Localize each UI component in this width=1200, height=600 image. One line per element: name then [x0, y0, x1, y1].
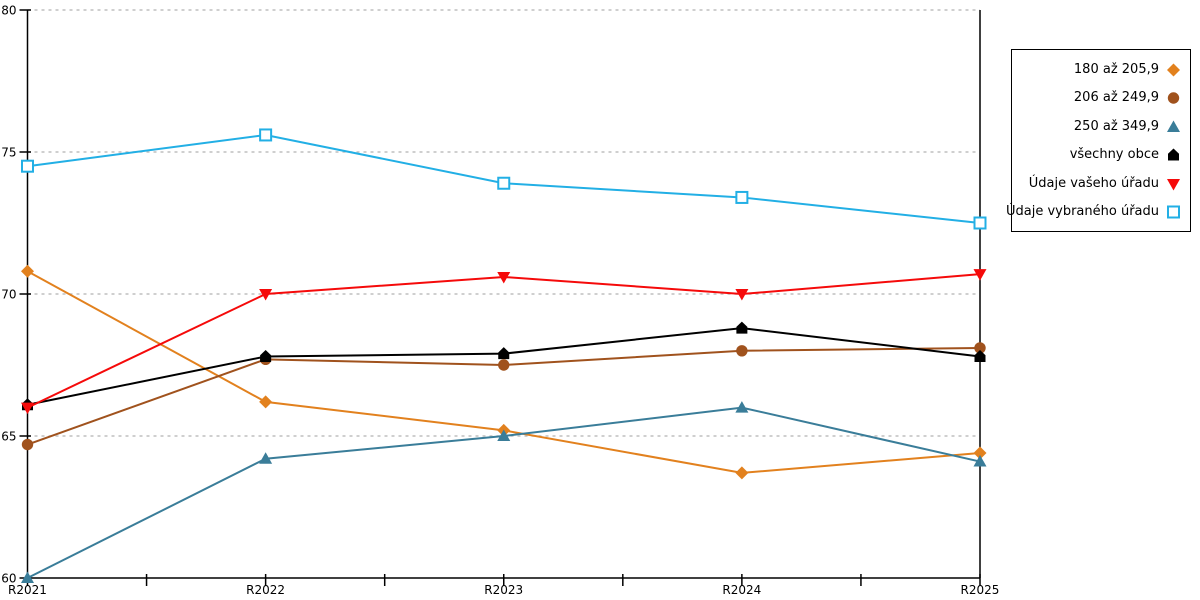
legend-item-label: všechny obce	[1069, 147, 1159, 163]
diamond-marker-icon	[1166, 62, 1181, 77]
legend-glyph	[1167, 120, 1180, 132]
y-tick-label: 65	[1, 430, 16, 444]
data-point-circle	[974, 342, 986, 354]
legend-item-label: 250 až 349,9	[1073, 118, 1159, 134]
data-point-pentagon	[736, 321, 748, 334]
x-tick-label: R2022	[246, 583, 285, 597]
data-point-square-open	[259, 128, 273, 142]
triangle-down-marker-icon	[1166, 176, 1181, 191]
legend-glyph	[1167, 205, 1180, 219]
data-point-square-open	[973, 216, 987, 230]
data-point-diamond	[259, 395, 273, 409]
x-tick-label: R2021	[8, 583, 47, 597]
legend-item: 250 až 349,9	[1018, 113, 1181, 139]
pentagon-marker-icon	[1166, 147, 1181, 162]
square-open-marker-icon	[1166, 204, 1181, 219]
legend-glyph	[1167, 92, 1180, 104]
chart-legend: 180 až 205,9 206 až 249,9 250 až 349,9 v…	[1006, 49, 1191, 232]
series-line-0	[27, 270, 981, 474]
data-point-triangle-up	[973, 455, 987, 467]
data-point-pentagon	[974, 349, 986, 362]
data-point-triangle-up	[497, 429, 511, 441]
data-point-triangle-down	[735, 289, 749, 301]
legend-item-label: Údaje vašeho úřadu	[1028, 175, 1159, 191]
data-point-triangle-down	[259, 289, 273, 301]
data-point-diamond	[973, 446, 987, 460]
legend-glyph	[1167, 63, 1180, 77]
data-point-triangle-up	[735, 401, 749, 413]
data-point-square-open	[735, 190, 749, 204]
data-point-triangle-up	[259, 452, 273, 464]
y-tick-label: 80	[1, 4, 16, 18]
data-point-diamond	[21, 264, 34, 278]
data-point-pentagon	[498, 347, 510, 360]
data-point-triangle-down	[497, 271, 511, 284]
legend-item: 206 až 249,9	[1018, 85, 1181, 111]
x-tick-label: R2023	[484, 583, 523, 597]
legend-item-label: 180 až 205,9	[1073, 61, 1159, 77]
y-tick-label: 60	[1, 572, 16, 586]
legend-item: 180 až 205,9	[1018, 56, 1181, 82]
triangle-up-marker-icon	[1166, 119, 1181, 134]
legend-item: Údaje vašeho úřadu	[1018, 170, 1181, 196]
legend-item-label: Údaje vybraného úřadu	[1005, 204, 1159, 220]
legend-item-label: 206 až 249,9	[1073, 90, 1159, 106]
y-tick-label: 70	[1, 288, 16, 302]
data-point-square-open	[497, 176, 511, 190]
legend-glyph	[1167, 178, 1180, 191]
circle-marker-icon	[1166, 90, 1181, 105]
legend-item: Údaje vybraného úřadu	[1006, 199, 1181, 225]
y-tick-label: 75	[1, 146, 16, 160]
data-point-circle	[498, 359, 510, 371]
data-point-triangle-down	[21, 402, 34, 415]
legend-item: všechny obce	[1018, 142, 1181, 168]
data-point-triangle-down	[973, 269, 987, 281]
legend-glyph	[1168, 148, 1179, 161]
data-point-pentagon	[260, 349, 272, 362]
data-point-triangle-up	[21, 571, 34, 583]
x-tick-label: R2024	[722, 583, 761, 597]
data-point-circle	[21, 438, 34, 451]
data-point-diamond	[735, 466, 749, 480]
x-tick-label: R2025	[961, 583, 1000, 597]
data-point-square-open	[21, 159, 34, 173]
data-point-circle	[736, 345, 748, 357]
